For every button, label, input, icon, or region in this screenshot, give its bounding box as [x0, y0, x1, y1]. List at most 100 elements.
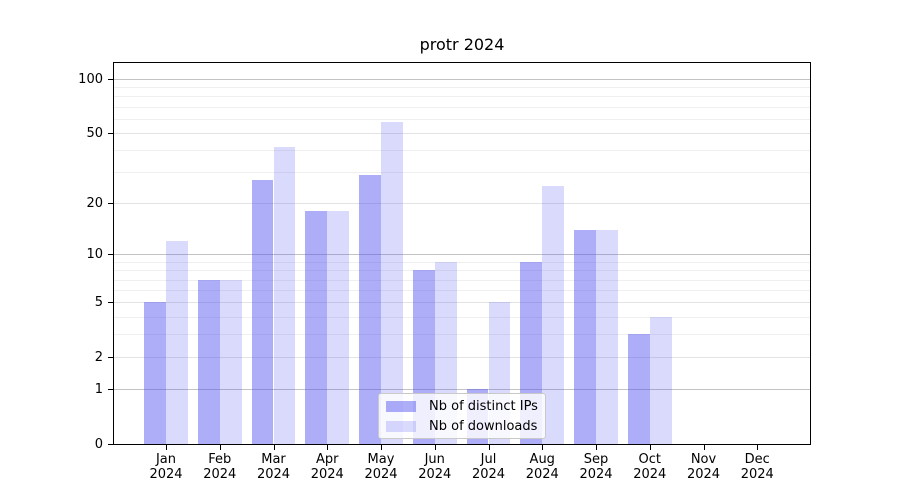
year-label: 2024: [256, 467, 291, 482]
x-tick-label: Jan 2024: [135, 452, 197, 482]
bar-distinct-ips-apr: [305, 211, 328, 444]
x-tick-mark: [273, 445, 275, 450]
minor-gridline: [114, 290, 810, 292]
year-label: 2024: [203, 467, 237, 482]
chart-title: protr 2024: [419, 35, 505, 54]
x-tick-label: Mar 2024: [243, 452, 305, 482]
legend: Nb of distinct IPs Nb of downloads: [378, 393, 546, 439]
bar-downloads-oct: [649, 316, 672, 444]
x-tick-mark: [381, 445, 382, 450]
x-tick-label: Sep 2024: [565, 452, 627, 482]
legend-item-distinct-ips: Nb of distinct IPs: [386, 398, 545, 415]
month-label: Aug: [529, 452, 555, 467]
bar-downloads-sep: [596, 229, 618, 444]
bar-downloads-apr: [327, 211, 350, 444]
x-tick-mark: [434, 445, 436, 450]
month-label: Nov: [690, 452, 717, 467]
y-tick-mark: [108, 444, 114, 445]
minor-gridline: [114, 172, 810, 174]
y-tick-label: 0: [94, 437, 103, 452]
bar-distinct-ips-may: [359, 175, 381, 444]
minor-gridline: [114, 87, 810, 89]
x-tick-label: Jun 2024: [404, 452, 466, 482]
x-tick-mark: [327, 445, 329, 450]
mid-gridline: [114, 357, 810, 359]
bar-downloads-jan: [166, 241, 188, 444]
x-tick-mark: [703, 445, 705, 450]
x-tick-mark: [542, 445, 544, 450]
x-tick-label: May 2024: [350, 452, 412, 482]
x-tick-mark: [757, 445, 759, 450]
legend-item-downloads: Nb of downloads: [386, 418, 545, 435]
bar-downloads-aug: [542, 186, 565, 444]
year-label: 2024: [418, 467, 452, 482]
major-gridline: [114, 254, 810, 256]
month-label: May: [367, 452, 395, 467]
bar-distinct-ips-oct: [627, 334, 650, 444]
x-tick-mark: [596, 445, 597, 450]
y-tick-mark: [108, 79, 114, 80]
bar-downloads-may: [381, 121, 403, 444]
y-tick-mark: [108, 203, 114, 205]
month-label: Jun: [424, 452, 445, 467]
year-label: 2024: [686, 467, 721, 482]
bar-downloads-feb: [219, 279, 242, 444]
x-tick-label: Apr 2024: [296, 452, 358, 482]
minor-gridline: [114, 150, 810, 152]
y-tick-mark: [108, 133, 114, 135]
x-tick-label: Oct 2024: [619, 452, 681, 482]
minor-gridline: [114, 261, 810, 263]
bar-distinct-ips-sep: [574, 229, 596, 444]
year-label: 2024: [149, 467, 183, 482]
x-tick-mark: [219, 445, 221, 450]
year-label: 2024: [310, 467, 344, 482]
month-label: Mar: [261, 452, 286, 467]
month-label: Apr: [316, 452, 339, 467]
bar-distinct-ips-jan: [144, 302, 166, 444]
minor-gridline: [114, 96, 810, 98]
year-label: 2024: [633, 467, 667, 482]
minor-gridline: [114, 270, 810, 272]
y-tick-mark: [108, 254, 114, 256]
major-gridline: [114, 389, 810, 391]
minor-gridline: [114, 279, 810, 281]
y-tick-label: 2: [94, 350, 103, 366]
year-label: 2024: [525, 467, 559, 482]
y-tick-mark: [108, 389, 114, 391]
mid-gridline: [114, 203, 810, 205]
mid-gridline: [114, 302, 810, 304]
legend-swatch-downloads: [386, 420, 416, 432]
bar-distinct-ips-mar: [251, 180, 274, 444]
x-tick-label: Dec 2024: [726, 452, 788, 482]
month-label: Dec: [744, 452, 770, 467]
year-label: 2024: [471, 467, 506, 482]
x-tick-label: Nov 2024: [673, 452, 735, 482]
x-tick-mark: [488, 445, 490, 450]
year-label: 2024: [740, 467, 774, 482]
x-tick-mark: [649, 445, 651, 450]
x-tick-label: Aug 2024: [511, 452, 573, 482]
minor-gridline: [114, 106, 810, 108]
y-tick-mark: [108, 357, 114, 359]
month-label: Jan: [155, 452, 177, 467]
year-label: 2024: [364, 467, 398, 482]
mid-gridline: [114, 133, 810, 135]
x-tick-mark: [166, 445, 167, 450]
x-tick-label: Jul 2024: [458, 452, 520, 482]
month-label: Oct: [638, 452, 661, 467]
major-gridline: [114, 79, 810, 80]
bar-distinct-ips-feb: [197, 279, 220, 444]
minor-gridline: [114, 118, 810, 120]
x-tick-label: Feb 2024: [189, 452, 251, 482]
y-tick-label: 20: [86, 196, 103, 212]
year-label: 2024: [579, 467, 613, 482]
plot-area: [113, 62, 811, 445]
y-tick-label: 50: [86, 126, 103, 142]
legend-label-distinct-ips: Nb of distinct IPs: [429, 398, 538, 414]
legend-swatch-distinct-ips: [386, 400, 416, 412]
y-tick-label: 10: [86, 247, 103, 263]
minor-gridline: [114, 334, 810, 336]
legend-label-downloads: Nb of downloads: [429, 418, 538, 434]
month-label: Sep: [583, 452, 609, 467]
